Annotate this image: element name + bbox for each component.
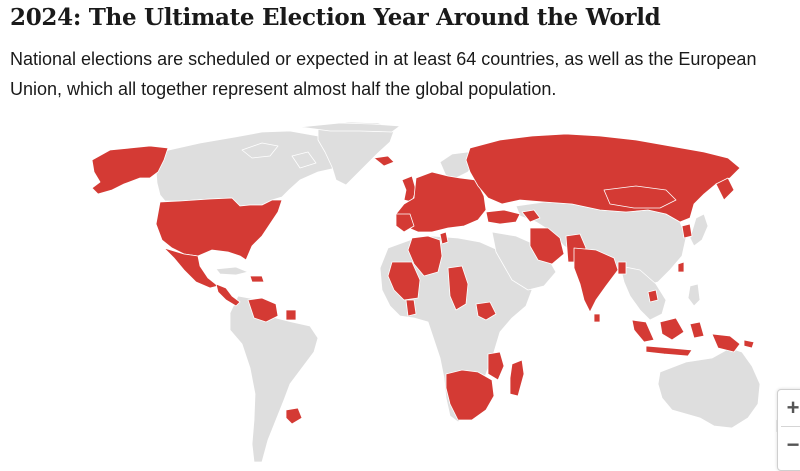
- page-subtitle: National elections are scheduled or expe…: [10, 49, 757, 99]
- region-indonesia-2: [659, 317, 685, 341]
- region-arabia: [491, 231, 557, 291]
- region-mali: [387, 261, 421, 301]
- region-turkey: [485, 209, 521, 225]
- world-map[interactable]: [0, 118, 800, 464]
- region-indonesia-1: [631, 319, 655, 343]
- region-bangladesh: [617, 261, 627, 275]
- region-indonesia-4: [645, 345, 693, 357]
- region-arctic-islands: [241, 142, 279, 159]
- region-chad: [447, 265, 469, 311]
- zoom-controls: + −: [777, 389, 800, 471]
- region-taiwan: [677, 261, 685, 273]
- region-canada: [155, 130, 353, 207]
- region-venezuela: [247, 297, 279, 323]
- region-papua: [711, 333, 741, 353]
- region-arctic-band: [299, 122, 401, 133]
- region-algeria: [407, 235, 443, 277]
- region-russia: [465, 133, 741, 223]
- region-philippines: [687, 283, 701, 307]
- region-arctic-islands-2: [291, 151, 317, 169]
- region-south-america: [229, 295, 319, 463]
- region-united-states: [155, 197, 283, 261]
- region-iberia: [395, 213, 415, 233]
- region-solomon-islands: [743, 339, 755, 349]
- zoom-in-button[interactable]: +: [786, 395, 800, 420]
- region-greenland: [317, 121, 396, 186]
- region-ghana: [405, 299, 417, 317]
- non-election-countries: [155, 121, 789, 463]
- region-caribbean: [249, 275, 265, 283]
- election-countries: [91, 133, 755, 425]
- region-sri-lanka: [593, 313, 601, 323]
- zoom-out-button[interactable]: −: [786, 432, 800, 457]
- region-caucasus: [521, 209, 541, 223]
- region-uruguay: [285, 407, 303, 425]
- region-indonesia-3: [689, 321, 705, 339]
- region-kamchatka: [715, 177, 735, 201]
- region-australia: [657, 347, 761, 429]
- region-iran: [529, 227, 565, 265]
- region-cuba: [215, 266, 249, 276]
- region-india: [573, 247, 619, 313]
- region-central-america: [215, 283, 241, 307]
- region-cambodia: [647, 289, 659, 303]
- region-iceland: [373, 155, 395, 167]
- region-europe: [395, 171, 487, 233]
- region-alaska: [91, 145, 169, 195]
- page-title: 2024: The Ultimate Election Year Around …: [10, 4, 661, 31]
- region-mozambique: [487, 351, 505, 381]
- region-madagascar: [509, 359, 525, 397]
- region-mongolia: [603, 185, 677, 209]
- zoom-divider: [781, 426, 800, 427]
- region-southern-africa: [445, 369, 495, 421]
- region-tunisia: [439, 231, 449, 245]
- region-south-sudan: [475, 301, 497, 321]
- region-southeast-asia: [619, 265, 667, 321]
- region-korea: [681, 223, 693, 239]
- region-japan: [689, 213, 709, 247]
- region-guianas: [285, 309, 297, 321]
